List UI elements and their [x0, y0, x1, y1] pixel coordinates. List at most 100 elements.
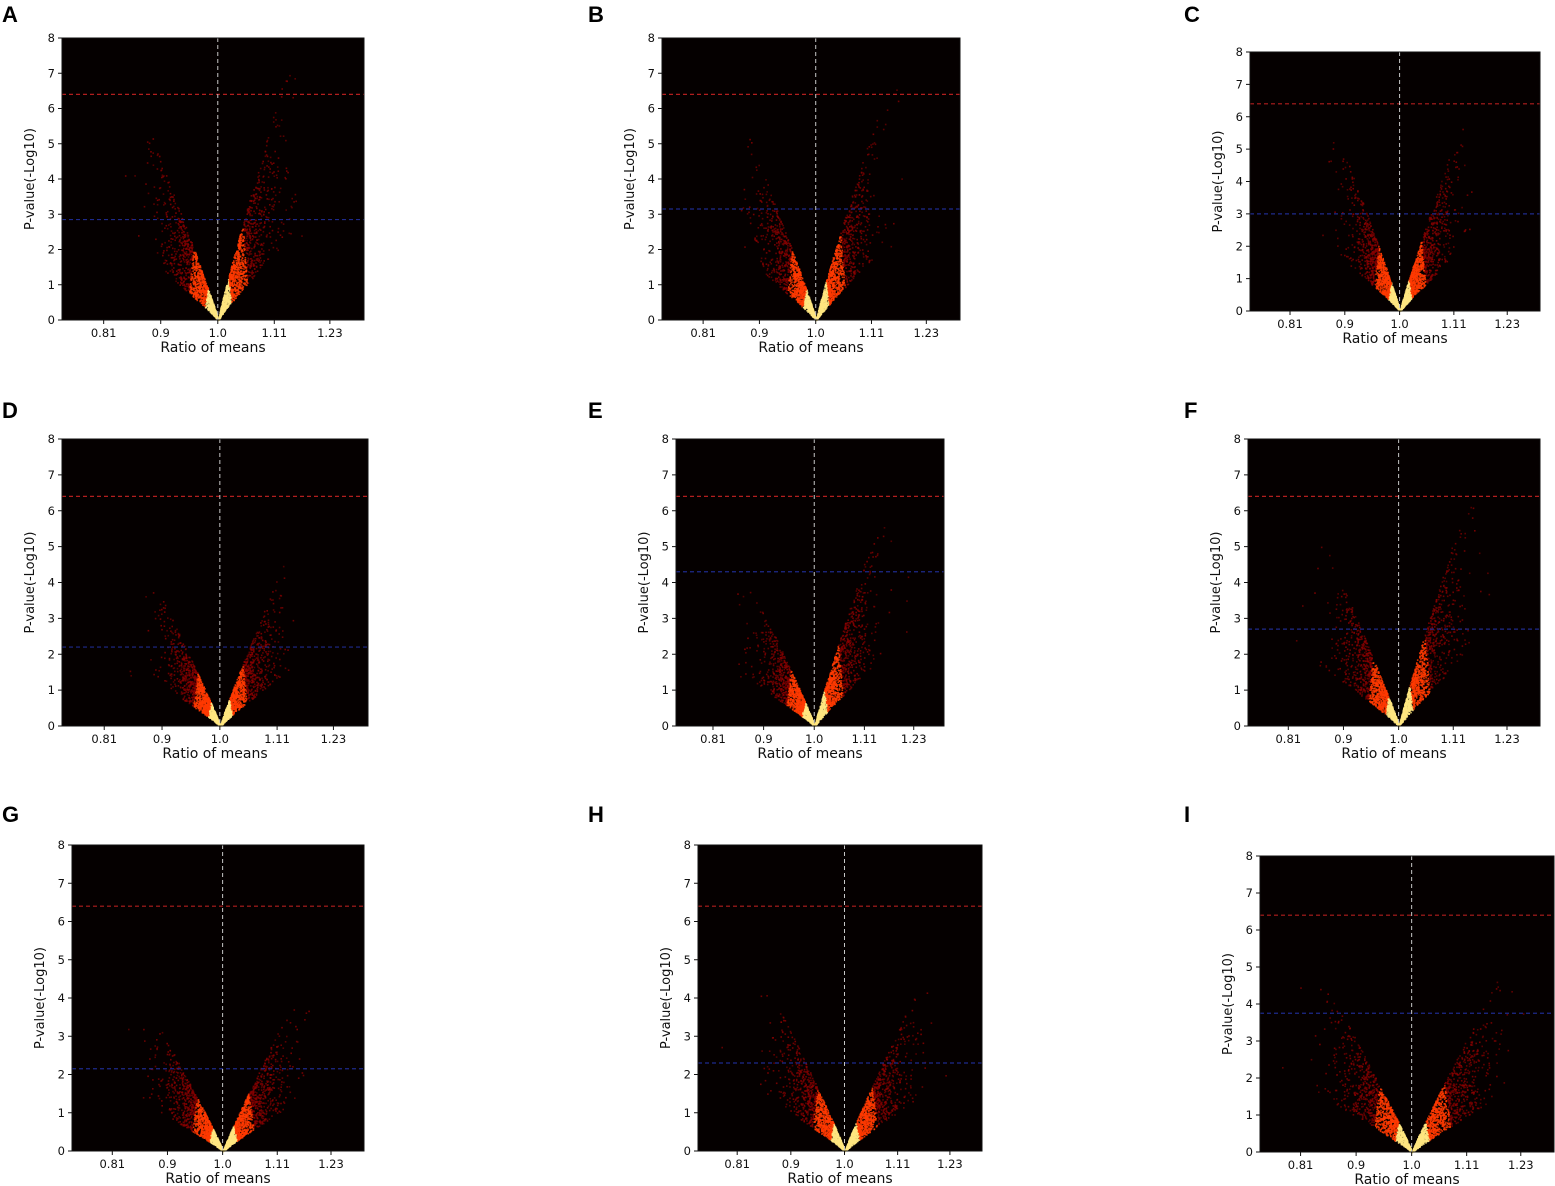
- data-point: [743, 188, 746, 191]
- data-point: [828, 270, 831, 272]
- data-point: [189, 267, 192, 270]
- data-point: [168, 240, 170, 242]
- data-point: [770, 271, 773, 274]
- data-point: [858, 217, 860, 219]
- data-point: [178, 244, 181, 247]
- data-point: [778, 276, 780, 278]
- data-point: [793, 275, 795, 278]
- data-point: [211, 306, 213, 309]
- data-point: [295, 200, 297, 203]
- data-point: [223, 306, 225, 309]
- data-point: [226, 305, 228, 308]
- data-point: [285, 209, 287, 211]
- data-point: [767, 226, 770, 228]
- data-point: [253, 229, 256, 232]
- data-point: [831, 263, 833, 266]
- data-point: [767, 267, 769, 270]
- data-point: [286, 170, 288, 172]
- data-point: [186, 234, 189, 236]
- data-point: [755, 193, 758, 195]
- data-point: [202, 290, 204, 292]
- data-point: [203, 297, 205, 299]
- data-point: [782, 280, 785, 282]
- data-point: [238, 263, 240, 265]
- data-point: [229, 282, 232, 284]
- data-point: [844, 249, 846, 251]
- data-point: [196, 298, 198, 301]
- data-point: [266, 139, 269, 142]
- data-point: [229, 294, 231, 297]
- data-point: [180, 260, 183, 262]
- data-point: [185, 254, 188, 257]
- data-point: [772, 267, 775, 270]
- data-point: [869, 242, 872, 244]
- data-point: [844, 239, 846, 242]
- data-point: [182, 224, 185, 226]
- data-point: [800, 276, 802, 279]
- data-point: [173, 232, 175, 235]
- data-point: [186, 242, 188, 245]
- data-point: [147, 192, 150, 195]
- data-point: [241, 230, 244, 232]
- data-point: [198, 266, 200, 268]
- data-point: [189, 258, 192, 261]
- data-point: [794, 296, 797, 298]
- data-point: [765, 227, 767, 229]
- data-point: [784, 250, 787, 253]
- data-point: [254, 202, 257, 204]
- x-tick-label: 1.23: [317, 326, 343, 340]
- data-point: [254, 232, 256, 235]
- scatter-points: [124, 74, 303, 322]
- data-point: [862, 188, 864, 191]
- data-point: [226, 287, 228, 289]
- data-point: [841, 267, 843, 270]
- data-point: [788, 271, 790, 273]
- data-point: [238, 278, 241, 280]
- data-point: [170, 263, 173, 265]
- data-point: [746, 213, 749, 215]
- data-point: [254, 252, 256, 255]
- data-point: [860, 229, 862, 232]
- data-point: [829, 303, 831, 306]
- data-point: [788, 279, 790, 282]
- data-point: [776, 237, 779, 239]
- data-point: [847, 283, 850, 285]
- data-point: [244, 275, 247, 278]
- data-point: [184, 271, 187, 274]
- data-point: [756, 235, 758, 238]
- data-point: [263, 260, 265, 262]
- data-point: [235, 252, 237, 255]
- data-point: [250, 232, 253, 235]
- data-point: [865, 258, 868, 260]
- data-point: [255, 266, 258, 268]
- data-point: [798, 294, 800, 297]
- data-point: [259, 250, 261, 253]
- data-point: [267, 258, 269, 260]
- data-point: [258, 189, 261, 192]
- data-point: [254, 245, 256, 247]
- data-point: [244, 243, 246, 246]
- data-point: [174, 239, 176, 242]
- data-point: [826, 285, 828, 288]
- data-point: [780, 273, 782, 275]
- data-point: [223, 301, 226, 303]
- data-point: [209, 298, 212, 300]
- data-point: [185, 278, 188, 280]
- data-point: [243, 221, 245, 224]
- data-point: [230, 266, 233, 268]
- data-point: [265, 144, 268, 147]
- data-point: [785, 278, 788, 280]
- data-point: [787, 274, 789, 276]
- data-point: [246, 267, 248, 270]
- data-point: [188, 284, 190, 286]
- data-point: [845, 275, 848, 278]
- data-point: [190, 241, 192, 243]
- data-point: [161, 222, 163, 225]
- data-point: [255, 231, 258, 233]
- data-point: [223, 294, 226, 297]
- data-point: [832, 259, 834, 261]
- data-point: [182, 225, 184, 227]
- data-point: [261, 248, 263, 250]
- data-point: [828, 281, 831, 283]
- data-point: [238, 293, 241, 295]
